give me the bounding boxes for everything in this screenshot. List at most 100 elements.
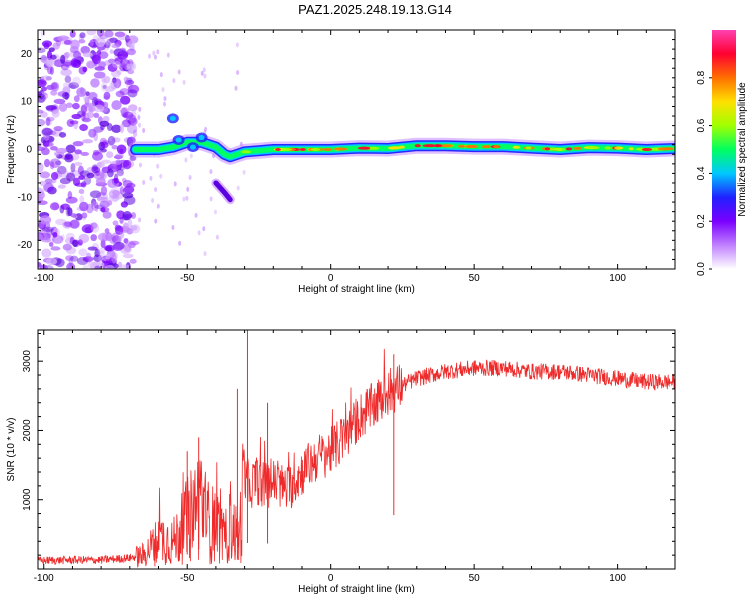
noise-blob: [188, 175, 192, 181]
ridge-hotspot: [299, 148, 306, 151]
noise-blob: [38, 47, 46, 53]
noise-blob: [109, 49, 114, 54]
noise-blob: [172, 78, 176, 84]
noise-blob: [119, 186, 125, 195]
noise-blob: [80, 104, 87, 114]
noise-blob: [215, 234, 219, 240]
noise-blob: [72, 59, 82, 68]
colorbar: [712, 30, 736, 269]
spectrogram-ytick-label: 0: [26, 145, 32, 156]
noise-blob: [62, 221, 73, 229]
spectrogram-xtick-label: 100: [609, 273, 626, 284]
noise-blob: [194, 212, 198, 218]
ridge-hotspot: [464, 145, 479, 149]
noise-blob: [38, 79, 47, 88]
ridge-hotspot: [493, 145, 500, 149]
noise-blob: [236, 185, 240, 191]
noise-blob: [60, 234, 65, 241]
noise-blob: [204, 126, 208, 132]
noise-blob: [65, 102, 73, 109]
noise-blob: [125, 240, 138, 247]
noise-blob: [53, 126, 63, 132]
noise-blob: [130, 224, 141, 234]
ridge-blob-core: [198, 135, 205, 141]
noise-blob: [111, 253, 117, 264]
noise-blob: [202, 226, 206, 232]
noise-blob: [107, 135, 116, 146]
noise-blob: [82, 52, 93, 58]
noise-blob: [98, 254, 104, 262]
noise-blob: [78, 66, 87, 75]
noise-blob: [45, 117, 51, 126]
noise-blob: [81, 224, 94, 234]
noise-blob: [104, 244, 116, 252]
noise-blob: [82, 264, 89, 269]
noise-blob: [127, 219, 133, 228]
noise-blob: [126, 182, 136, 189]
noise-blob: [242, 169, 246, 175]
noise-blob: [79, 32, 86, 39]
noise-blob: [122, 111, 134, 119]
noise-blob: [81, 212, 88, 219]
noise-blob: [63, 61, 72, 67]
noise-blob: [86, 30, 97, 36]
spectrogram-xtick-label: -50: [180, 273, 195, 284]
ridge-hotspot: [587, 146, 600, 150]
ridge-blob-core: [169, 115, 176, 121]
noise-blob: [184, 157, 188, 163]
noise-blob: [55, 160, 62, 166]
ridge-hotspot: [357, 146, 371, 150]
noise-blob: [91, 201, 99, 211]
noise-blob: [127, 84, 140, 94]
spectrogram-ytick-label: -10: [18, 192, 33, 203]
noise-blob: [202, 67, 206, 73]
ridge-hotspot: [525, 146, 532, 150]
noise-blob: [122, 253, 134, 259]
noise-blob: [156, 203, 160, 209]
noise-blob: [49, 66, 54, 76]
noise-blob: [62, 243, 72, 251]
noise-blob: [47, 186, 57, 195]
noise-blob: [109, 234, 116, 244]
noise-blob: [159, 173, 163, 179]
noise-blob: [166, 52, 170, 58]
ridge-hotspot: [435, 144, 443, 148]
noise-blob: [58, 102, 68, 112]
noise-blob: [69, 219, 80, 229]
noise-blob: [72, 50, 82, 59]
noise-blob: [203, 251, 207, 257]
noise-blob: [82, 256, 94, 263]
spectrogram-xtick-label: 50: [469, 273, 481, 284]
noise-blob: [41, 248, 52, 258]
noise-blob: [149, 175, 153, 181]
noise-blob: [74, 149, 82, 155]
noise-blob: [120, 95, 131, 105]
noise-blob: [173, 181, 177, 187]
snr-xtick-label: 0: [328, 573, 334, 584]
noise-blob: [105, 39, 111, 45]
ridge-hotspot: [657, 147, 670, 151]
noise-blob: [95, 177, 106, 185]
noise-blob: [147, 53, 151, 59]
noise-blob: [83, 102, 94, 108]
noise-blob: [97, 161, 102, 168]
noise-blob: [111, 100, 122, 111]
spectrogram-ytick-label: 20: [21, 49, 33, 60]
snr-xtick-label: 100: [609, 573, 626, 584]
ridge-hotspot: [512, 145, 521, 149]
snr-series-line: [38, 348, 675, 568]
noise-blob: [116, 69, 122, 75]
noise-blob: [127, 39, 135, 50]
noise-blob: [73, 95, 80, 103]
spectrogram-data: [38, 30, 675, 269]
noise-blob: [40, 92, 48, 100]
noise-blob: [76, 87, 87, 97]
ridge-hotspot: [481, 145, 489, 149]
noise-blob: [66, 172, 76, 182]
ridge-blob-core: [189, 144, 196, 150]
noise-blob: [50, 171, 59, 181]
ridge-hotspot: [414, 144, 421, 148]
noise-blob: [100, 207, 106, 213]
noise-blob: [48, 242, 54, 247]
noise-blob: [79, 201, 89, 212]
